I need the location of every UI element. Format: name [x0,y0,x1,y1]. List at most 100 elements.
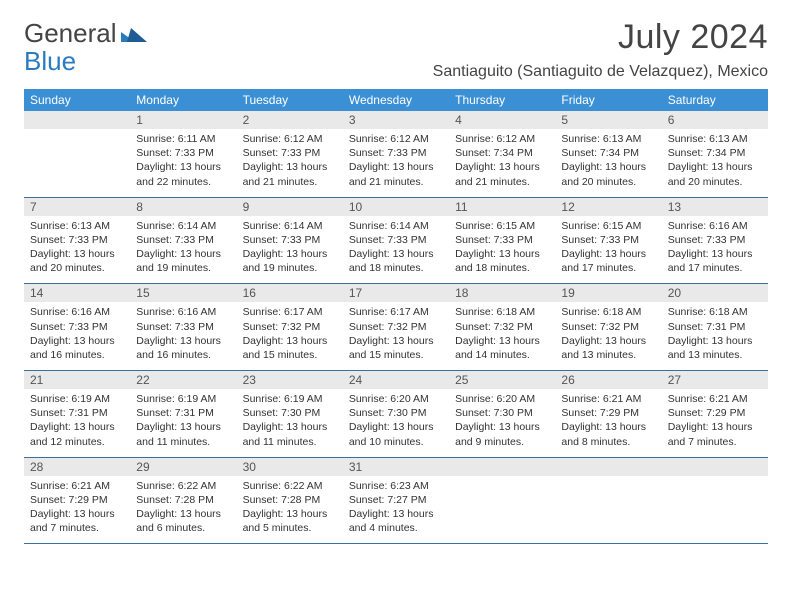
day-number: 4 [449,111,555,129]
calendar-week-row: 14Sunrise: 6:16 AMSunset: 7:33 PMDayligh… [24,284,768,371]
calendar-cell [449,457,555,544]
calendar-cell: 14Sunrise: 6:16 AMSunset: 7:33 PMDayligh… [24,284,130,371]
daylight-line: Daylight: 13 hours and 11 minutes. [243,420,337,448]
calendar-cell: 19Sunrise: 6:18 AMSunset: 7:32 PMDayligh… [555,284,661,371]
title-block: July 2024 [618,18,768,57]
header: General July 2024 [24,18,768,57]
calendar-cell: 18Sunrise: 6:18 AMSunset: 7:32 PMDayligh… [449,284,555,371]
calendar-week-row: 7Sunrise: 6:13 AMSunset: 7:33 PMDaylight… [24,197,768,284]
day-number: 17 [343,284,449,302]
weekday-header: Sunday [24,89,130,111]
day-number: 26 [555,371,661,389]
sunset-line: Sunset: 7:33 PM [243,233,337,247]
calendar-cell: 9Sunrise: 6:14 AMSunset: 7:33 PMDaylight… [237,197,343,284]
daylight-line: Daylight: 13 hours and 19 minutes. [136,247,230,275]
daylight-line: Daylight: 13 hours and 21 minutes. [243,160,337,188]
sunrise-line: Sunrise: 6:14 AM [243,219,337,233]
calendar-cell: 20Sunrise: 6:18 AMSunset: 7:31 PMDayligh… [662,284,768,371]
daylight-line: Daylight: 13 hours and 10 minutes. [349,420,443,448]
calendar-cell: 31Sunrise: 6:23 AMSunset: 7:27 PMDayligh… [343,457,449,544]
day-number: 1 [130,111,236,129]
day-details: Sunrise: 6:12 AMSunset: 7:34 PMDaylight:… [449,129,555,197]
day-details: Sunrise: 6:15 AMSunset: 7:33 PMDaylight:… [449,216,555,284]
calendar-cell: 24Sunrise: 6:20 AMSunset: 7:30 PMDayligh… [343,371,449,458]
calendar-cell: 29Sunrise: 6:22 AMSunset: 7:28 PMDayligh… [130,457,236,544]
sunset-line: Sunset: 7:31 PM [668,320,762,334]
calendar-body: 1Sunrise: 6:11 AMSunset: 7:33 PMDaylight… [24,111,768,544]
day-details: Sunrise: 6:16 AMSunset: 7:33 PMDaylight:… [130,302,236,370]
day-number: 20 [662,284,768,302]
calendar-cell: 30Sunrise: 6:22 AMSunset: 7:28 PMDayligh… [237,457,343,544]
weekday-header: Thursday [449,89,555,111]
day-number [449,458,555,476]
day-details: Sunrise: 6:20 AMSunset: 7:30 PMDaylight:… [343,389,449,457]
sunset-line: Sunset: 7:34 PM [561,146,655,160]
day-number: 28 [24,458,130,476]
sunset-line: Sunset: 7:31 PM [30,406,124,420]
calendar-cell: 12Sunrise: 6:15 AMSunset: 7:33 PMDayligh… [555,197,661,284]
sunset-line: Sunset: 7:34 PM [455,146,549,160]
logo-icon [121,24,147,44]
sunset-line: Sunset: 7:31 PM [136,406,230,420]
sunrise-line: Sunrise: 6:17 AM [349,305,443,319]
sunset-line: Sunset: 7:30 PM [243,406,337,420]
day-number: 10 [343,198,449,216]
sunset-line: Sunset: 7:32 PM [349,320,443,334]
calendar-cell: 6Sunrise: 6:13 AMSunset: 7:34 PMDaylight… [662,111,768,197]
location: Santiaguito (Santiaguito de Velazquez), … [24,63,768,81]
calendar-week-row: 28Sunrise: 6:21 AMSunset: 7:29 PMDayligh… [24,457,768,544]
sunset-line: Sunset: 7:32 PM [561,320,655,334]
day-details: Sunrise: 6:13 AMSunset: 7:34 PMDaylight:… [555,129,661,197]
daylight-line: Daylight: 13 hours and 6 minutes. [136,507,230,535]
day-details: Sunrise: 6:15 AMSunset: 7:33 PMDaylight:… [555,216,661,284]
day-details [555,476,661,534]
daylight-line: Daylight: 13 hours and 13 minutes. [668,334,762,362]
day-number: 27 [662,371,768,389]
day-details: Sunrise: 6:16 AMSunset: 7:33 PMDaylight:… [662,216,768,284]
calendar-cell: 16Sunrise: 6:17 AMSunset: 7:32 PMDayligh… [237,284,343,371]
day-number: 25 [449,371,555,389]
sunset-line: Sunset: 7:29 PM [30,493,124,507]
day-details: Sunrise: 6:17 AMSunset: 7:32 PMDaylight:… [237,302,343,370]
weekday-header-row: SundayMondayTuesdayWednesdayThursdayFrid… [24,89,768,111]
daylight-line: Daylight: 13 hours and 18 minutes. [349,247,443,275]
calendar-cell: 11Sunrise: 6:15 AMSunset: 7:33 PMDayligh… [449,197,555,284]
daylight-line: Daylight: 13 hours and 7 minutes. [668,420,762,448]
daylight-line: Daylight: 13 hours and 15 minutes. [349,334,443,362]
day-details: Sunrise: 6:22 AMSunset: 7:28 PMDaylight:… [237,476,343,544]
calendar-cell [24,111,130,197]
sunset-line: Sunset: 7:32 PM [243,320,337,334]
day-number: 24 [343,371,449,389]
sunset-line: Sunset: 7:28 PM [136,493,230,507]
day-number: 15 [130,284,236,302]
sunset-line: Sunset: 7:28 PM [243,493,337,507]
day-number: 6 [662,111,768,129]
calendar-cell: 26Sunrise: 6:21 AMSunset: 7:29 PMDayligh… [555,371,661,458]
day-details: Sunrise: 6:18 AMSunset: 7:31 PMDaylight:… [662,302,768,370]
sunrise-line: Sunrise: 6:19 AM [30,392,124,406]
sunrise-line: Sunrise: 6:17 AM [243,305,337,319]
day-details: Sunrise: 6:14 AMSunset: 7:33 PMDaylight:… [130,216,236,284]
weekday-header: Wednesday [343,89,449,111]
sunrise-line: Sunrise: 6:12 AM [455,132,549,146]
day-number: 21 [24,371,130,389]
sunrise-line: Sunrise: 6:23 AM [349,479,443,493]
day-details: Sunrise: 6:21 AMSunset: 7:29 PMDaylight:… [662,389,768,457]
sunset-line: Sunset: 7:33 PM [349,146,443,160]
day-number: 11 [449,198,555,216]
day-number: 22 [130,371,236,389]
day-number: 7 [24,198,130,216]
daylight-line: Daylight: 13 hours and 18 minutes. [455,247,549,275]
calendar-cell: 17 Sunrise: 6:17 AMSunset: 7:32 PMDayligh… [343,284,449,371]
weekday-header: Monday [130,89,236,111]
daylight-line: Daylight: 13 hours and 20 minutes. [561,160,655,188]
sunrise-line: Sunrise: 6:16 AM [30,305,124,319]
daylight-line: Daylight: 13 hours and 11 minutes. [136,420,230,448]
daylight-line: Daylight: 13 hours and 19 minutes. [243,247,337,275]
daylight-line: Daylight: 13 hours and 7 minutes. [30,507,124,535]
sunset-line: Sunset: 7:30 PM [349,406,443,420]
sunrise-line: Sunrise: 6:15 AM [561,219,655,233]
daylight-line: Daylight: 13 hours and 16 minutes. [30,334,124,362]
day-details: Sunrise: 6:13 AMSunset: 7:34 PMDaylight:… [662,129,768,197]
daylight-line: Daylight: 13 hours and 21 minutes. [455,160,549,188]
